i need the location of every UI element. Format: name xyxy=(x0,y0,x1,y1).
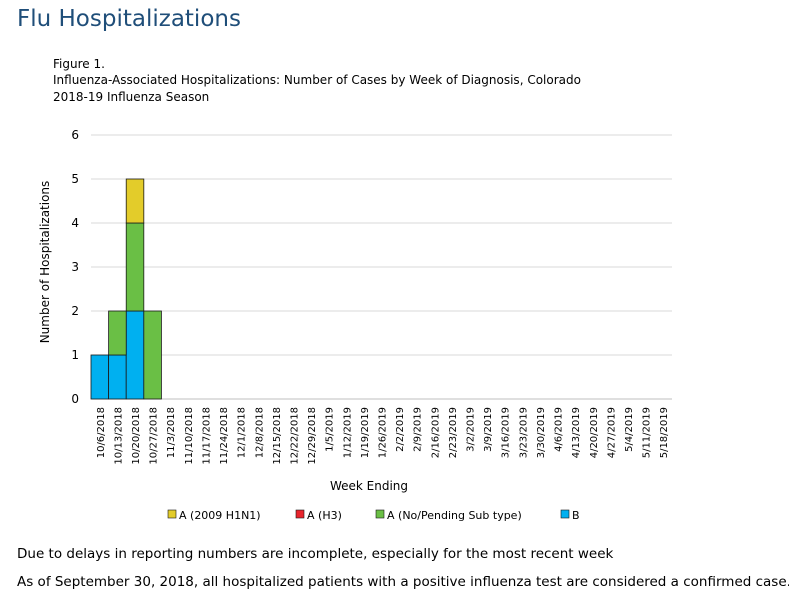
y-tick-label: 3 xyxy=(71,260,79,274)
chart-gridlines xyxy=(91,134,672,400)
x-tick-label: 5/18/2019 xyxy=(659,407,670,458)
x-tick-label: 5/4/2019 xyxy=(624,407,635,452)
x-tick-label: 11/10/2018 xyxy=(184,407,195,465)
x-tick-labels: 10/6/2018 10/13/2018 10/20/2018 10/27/2018 1… xyxy=(96,407,670,465)
legend-label: A (H3) xyxy=(307,509,342,522)
x-tick-label: 2/16/2019 xyxy=(430,407,441,458)
y-tick-label: 1 xyxy=(71,348,79,362)
x-tick-label: 3/16/2019 xyxy=(501,407,512,458)
legend-swatch xyxy=(560,509,570,519)
y-tick-labels: 0 1 2 3 4 5 6 xyxy=(71,128,79,406)
y-tick-label: 2 xyxy=(71,304,79,318)
x-tick-label: 1/26/2019 xyxy=(378,407,389,458)
x-tick-label: 12/29/2018 xyxy=(307,407,318,465)
bar-segment xyxy=(108,354,127,400)
x-axis-label: Week Ending xyxy=(330,479,408,493)
bar-segment xyxy=(125,178,145,224)
x-tick-label: 2/2/2019 xyxy=(395,407,406,452)
x-tick-label: 10/20/2018 xyxy=(131,407,142,465)
figure-caption-line1: Influenza-Associated Hospitalizations: N… xyxy=(53,73,581,87)
legend-label: A (2009 H1N1) xyxy=(179,509,261,522)
y-tick-label: 4 xyxy=(71,216,79,230)
bar-segment xyxy=(125,310,145,400)
y-axis-label: Number of Hospitalizations xyxy=(38,181,52,344)
legend-swatch xyxy=(167,509,177,519)
legend-swatch xyxy=(295,509,305,519)
x-tick-label: 10/27/2018 xyxy=(149,407,160,465)
legend-label: B xyxy=(572,509,580,522)
x-tick-label: 11/3/2018 xyxy=(166,407,177,458)
x-tick-label: 10/13/2018 xyxy=(113,407,124,465)
x-tick-label: 12/15/2018 xyxy=(272,407,283,465)
x-tick-label: 12/22/2018 xyxy=(289,407,300,465)
x-tick-label: 3/2/2019 xyxy=(466,407,477,452)
reporting-delay-note: Due to delays in reporting numbers are i… xyxy=(17,546,614,562)
confirmed-case-note: As of September 30, 2018, all hospitaliz… xyxy=(17,574,789,590)
x-tick-label: 2/23/2019 xyxy=(448,407,459,458)
x-tick-label: 1/5/2019 xyxy=(325,407,336,452)
x-tick-label: 1/12/2019 xyxy=(342,407,353,458)
x-tick-label: 5/11/2019 xyxy=(642,407,653,458)
bar-segment xyxy=(143,310,162,400)
y-tick-label: 6 xyxy=(71,128,79,142)
y-tick-label: 0 xyxy=(71,392,79,406)
x-tick-label: 11/24/2018 xyxy=(219,407,230,465)
bar-segment xyxy=(90,354,110,400)
x-tick-label: 3/23/2019 xyxy=(518,407,529,458)
x-tick-label: 10/6/2018 xyxy=(96,407,107,458)
x-tick-label: 12/1/2018 xyxy=(237,407,248,458)
x-tick-label: 4/13/2019 xyxy=(571,407,582,458)
x-tick-label: 11/17/2018 xyxy=(201,407,212,465)
page-title: Flu Hospitalizations xyxy=(17,6,241,32)
bar-segment xyxy=(108,310,127,356)
bar-segment xyxy=(125,222,145,312)
chart-bars xyxy=(90,178,162,400)
x-tick-label: 3/30/2019 xyxy=(536,407,547,458)
y-tick-label: 5 xyxy=(71,172,79,186)
legend-label: A (No/Pending Sub type) xyxy=(387,509,522,522)
x-tick-label: 4/20/2019 xyxy=(589,407,600,458)
chart-legend: A (2009 H1N1) A (H3) A (No/Pending Sub typ… xyxy=(167,509,580,522)
x-tick-label: 3/9/2019 xyxy=(483,407,494,452)
legend-swatch xyxy=(375,509,385,519)
x-tick-label: 2/9/2019 xyxy=(413,407,424,452)
x-tick-label: 1/19/2019 xyxy=(360,407,371,458)
x-tick-label: 4/27/2019 xyxy=(606,407,617,458)
figure-caption-line2: 2018-19 Influenza Season xyxy=(53,90,210,104)
x-tick-label: 4/6/2019 xyxy=(554,407,565,452)
figure-label: Figure 1. xyxy=(53,57,105,71)
x-tick-label: 12/8/2018 xyxy=(254,407,265,458)
